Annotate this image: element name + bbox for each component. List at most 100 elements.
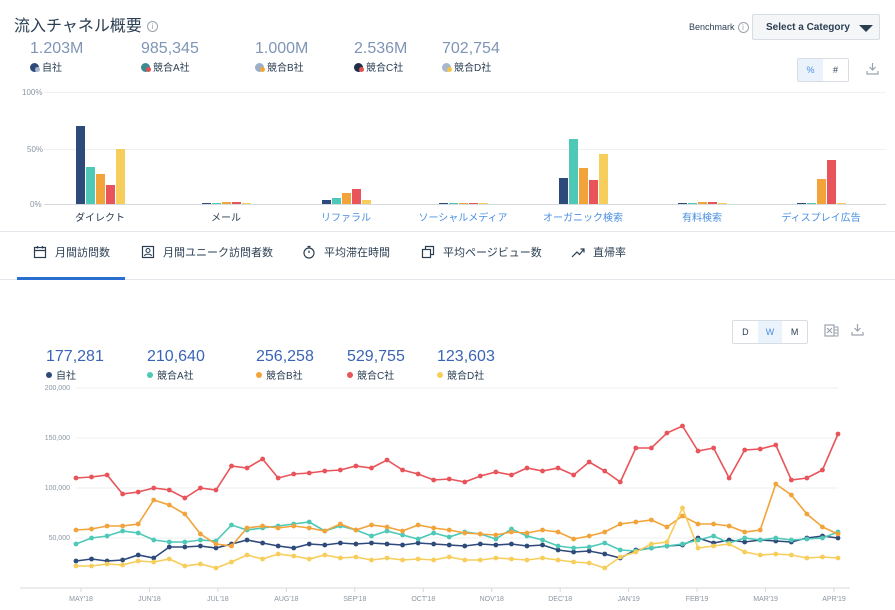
data-point[interactable] xyxy=(462,557,468,563)
data-point[interactable] xyxy=(89,526,94,532)
data-point[interactable] xyxy=(89,474,94,480)
data-point[interactable] xyxy=(804,511,810,517)
data-point[interactable] xyxy=(229,559,234,565)
data-point[interactable] xyxy=(788,552,794,558)
data-point[interactable] xyxy=(260,540,266,546)
data-point[interactable] xyxy=(400,528,405,534)
channel-category-label[interactable]: オーガニック検索 xyxy=(543,213,623,224)
download-icon[interactable] xyxy=(851,323,864,336)
channel-bar[interactable] xyxy=(598,153,608,204)
data-point[interactable] xyxy=(742,539,748,545)
tab-monthly-visits[interactable]: 月間訪問数 xyxy=(33,244,110,260)
channel-category-label[interactable]: ディスプレイ広告 xyxy=(781,213,861,224)
data-point[interactable] xyxy=(446,554,452,560)
data-point[interactable] xyxy=(104,472,110,478)
data-point[interactable] xyxy=(633,549,639,555)
data-point[interactable] xyxy=(306,519,312,525)
data-point[interactable] xyxy=(742,549,748,555)
data-point[interactable] xyxy=(680,505,685,511)
channel-bar[interactable] xyxy=(558,178,568,204)
data-point[interactable] xyxy=(820,524,825,530)
data-point[interactable] xyxy=(291,553,297,559)
data-point[interactable] xyxy=(555,529,561,535)
data-point[interactable] xyxy=(617,479,623,485)
data-point[interactable] xyxy=(586,459,592,465)
data-point[interactable] xyxy=(275,543,281,549)
data-point[interactable] xyxy=(446,527,452,533)
data-point[interactable] xyxy=(602,565,608,571)
data-point[interactable] xyxy=(213,545,219,551)
data-point[interactable] xyxy=(648,445,654,451)
data-point[interactable] xyxy=(820,535,825,541)
data-point[interactable] xyxy=(648,517,654,523)
data-point[interactable] xyxy=(431,477,437,483)
channel-category-label[interactable]: 有料検索 xyxy=(682,213,722,224)
category-select[interactable]: Select a Category xyxy=(752,14,880,40)
data-point[interactable] xyxy=(648,545,654,551)
data-point[interactable] xyxy=(664,543,670,549)
data-point[interactable] xyxy=(788,492,794,498)
granularity-toggle[interactable]: D W M xyxy=(732,320,808,344)
data-point[interactable] xyxy=(166,487,172,493)
data-point[interactable] xyxy=(89,535,94,541)
data-point[interactable] xyxy=(742,447,748,453)
data-point[interactable] xyxy=(571,472,577,478)
data-point[interactable] xyxy=(446,534,452,540)
percent-toggle-button[interactable]: % xyxy=(798,59,823,81)
channel-bar[interactable] xyxy=(331,198,341,204)
tab-bounce-rate[interactable]: 直帰率 xyxy=(571,244,626,260)
data-point[interactable] xyxy=(680,513,685,519)
data-point[interactable] xyxy=(384,541,390,547)
data-point[interactable] xyxy=(415,540,421,546)
data-point[interactable] xyxy=(540,527,545,533)
data-point[interactable] xyxy=(306,470,312,476)
data-point[interactable] xyxy=(664,524,670,530)
data-point[interactable] xyxy=(73,475,79,481)
data-point[interactable] xyxy=(617,554,623,560)
data-point[interactable] xyxy=(104,523,110,529)
channel-bar[interactable] xyxy=(341,192,351,204)
channel-bar[interactable] xyxy=(836,202,846,204)
benchmark-info-icon[interactable]: i xyxy=(737,22,749,34)
data-point[interactable] xyxy=(275,525,281,531)
data-point[interactable] xyxy=(213,565,219,571)
data-point[interactable] xyxy=(337,555,343,561)
data-point[interactable] xyxy=(571,549,577,555)
channel-bar[interactable] xyxy=(697,201,707,204)
data-point[interactable] xyxy=(275,551,281,557)
data-point[interactable] xyxy=(788,477,794,483)
data-point[interactable] xyxy=(260,456,266,462)
channel-category-label[interactable]: ソーシャルメディア xyxy=(418,213,508,224)
data-point[interactable] xyxy=(524,543,530,549)
data-point[interactable] xyxy=(384,528,390,534)
channel-bar[interactable] xyxy=(468,202,478,204)
data-point[interactable] xyxy=(166,502,172,508)
data-point[interactable] xyxy=(291,545,297,551)
data-point[interactable] xyxy=(120,523,126,529)
data-point[interactable] xyxy=(788,537,794,543)
data-point[interactable] xyxy=(322,468,328,474)
data-point[interactable] xyxy=(166,556,172,562)
data-point[interactable] xyxy=(695,521,701,527)
data-point[interactable] xyxy=(291,523,297,529)
channel-bar[interactable] xyxy=(588,180,598,204)
data-point[interactable] xyxy=(493,536,499,542)
data-point[interactable] xyxy=(602,468,608,474)
data-point[interactable] xyxy=(400,542,405,548)
data-point[interactable] xyxy=(586,548,592,554)
data-point[interactable] xyxy=(353,541,359,547)
data-point[interactable] xyxy=(322,552,328,558)
data-point[interactable] xyxy=(415,556,421,562)
tab-avg-pageviews[interactable]: 平均ページビュー数 xyxy=(421,244,542,260)
data-point[interactable] xyxy=(462,479,468,485)
data-point[interactable] xyxy=(835,535,841,541)
data-point[interactable] xyxy=(524,465,530,471)
data-point[interactable] xyxy=(493,542,499,548)
percent-number-toggle[interactable]: % # xyxy=(797,58,849,82)
data-point[interactable] xyxy=(820,554,825,560)
data-point[interactable] xyxy=(509,472,514,478)
data-point[interactable] xyxy=(415,522,421,528)
data-point[interactable] xyxy=(664,539,670,545)
data-point[interactable] xyxy=(617,547,623,553)
data-point[interactable] xyxy=(555,557,561,563)
